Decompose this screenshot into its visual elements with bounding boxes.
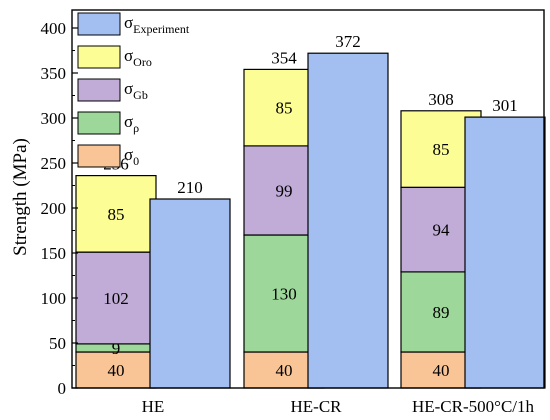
- value-label-soro-2: 85: [433, 140, 450, 159]
- value-label-sgb-0: 102: [103, 289, 129, 308]
- value-label-sgb-1: 99: [276, 181, 293, 200]
- value-label-srho-2: 89: [433, 303, 450, 322]
- value-label-s0-0: 40: [108, 361, 125, 380]
- y-tick-label-250: 250: [41, 154, 67, 173]
- plot-frame: [71, 9, 545, 389]
- x-tick-label-1: HE-CR: [291, 397, 343, 416]
- value-label-s0-1: 40: [276, 361, 293, 380]
- legend-swatch-srho: [77, 111, 121, 135]
- y-tick-label-350: 350: [41, 64, 67, 83]
- bar-experiment-2: [464, 116, 546, 389]
- legend-swatch-soro: [77, 45, 121, 69]
- bar-soro-0: [75, 175, 157, 253]
- legend-label-sgb: σGb: [124, 79, 148, 102]
- value-label-sgb-2: 94: [433, 221, 451, 240]
- value-label-soro-0: 85: [108, 205, 125, 224]
- y-tick-label-300: 300: [41, 109, 67, 128]
- value-label-srho-0: 9: [112, 339, 121, 358]
- legend-label-s0: σ0: [124, 145, 139, 168]
- bar-experiment-1: [307, 52, 389, 389]
- y-tick-label-400: 400: [41, 19, 67, 38]
- y-tick-label-150: 150: [41, 244, 67, 263]
- y-axis-label: Strength (MPa): [10, 138, 31, 256]
- value-label-srho-1: 130: [271, 285, 297, 304]
- legend-swatch-sgb: [77, 78, 121, 102]
- bar-experiment-0: [149, 198, 231, 389]
- legend-label-srho: σρ: [124, 112, 139, 135]
- plot-area: 4091028523621040130998535437240899485308…: [41, 9, 546, 416]
- legend-label-soro: σOro: [124, 46, 152, 69]
- y-tick-label-0: 0: [58, 379, 67, 398]
- y-tick-label-100: 100: [41, 289, 67, 308]
- value-label-soro-1: 85: [276, 99, 293, 118]
- experiment-label-1: 372: [335, 32, 361, 51]
- total-label-1: 354: [271, 48, 297, 67]
- experiment-label-2: 301: [492, 96, 518, 115]
- bar-s0-0: [75, 351, 157, 389]
- experiment-label-0: 210: [177, 178, 203, 197]
- legend-label-sexp: σExperiment: [124, 13, 190, 36]
- legend-swatch-sexp: [77, 12, 121, 36]
- x-tick-label-0: HE: [142, 397, 165, 416]
- legend-swatch-s0: [77, 144, 121, 168]
- y-tick-label-200: 200: [41, 199, 67, 218]
- total-label-2: 308: [428, 90, 454, 109]
- value-label-s0-2: 40: [433, 361, 450, 380]
- x-tick-label-2: HE-CR-500°C/1h: [412, 397, 535, 416]
- y-tick-label-50: 50: [49, 334, 66, 353]
